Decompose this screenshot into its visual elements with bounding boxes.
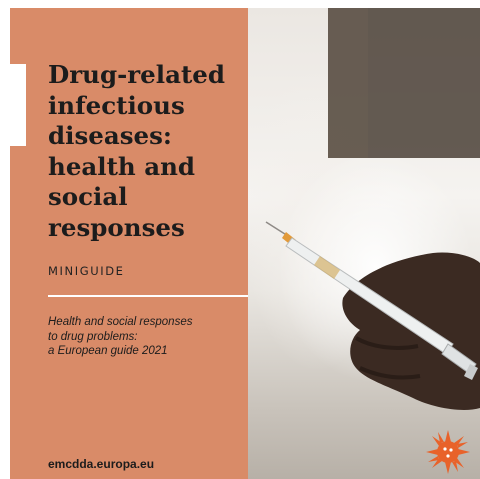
emcdda-logo-icon xyxy=(424,428,472,476)
series-title: Health and social responses to drug prob… xyxy=(48,315,238,359)
background-edge xyxy=(328,8,368,158)
cover-subtitle: MINIGUIDE xyxy=(48,264,125,278)
hand xyxy=(342,253,480,410)
divider-line xyxy=(48,295,248,297)
syringe-hand-illustration xyxy=(248,8,480,479)
website-url: emcdda.europa.eu xyxy=(48,457,154,471)
syringe-photo xyxy=(248,8,480,479)
cover-page: Drug-related infectious diseases: health… xyxy=(10,8,480,479)
syringe-needle xyxy=(266,222,288,236)
white-tab-marker xyxy=(10,64,26,146)
syringe-liquid xyxy=(314,256,340,279)
cover-title: Drug-related infectious diseases: health… xyxy=(48,60,248,243)
